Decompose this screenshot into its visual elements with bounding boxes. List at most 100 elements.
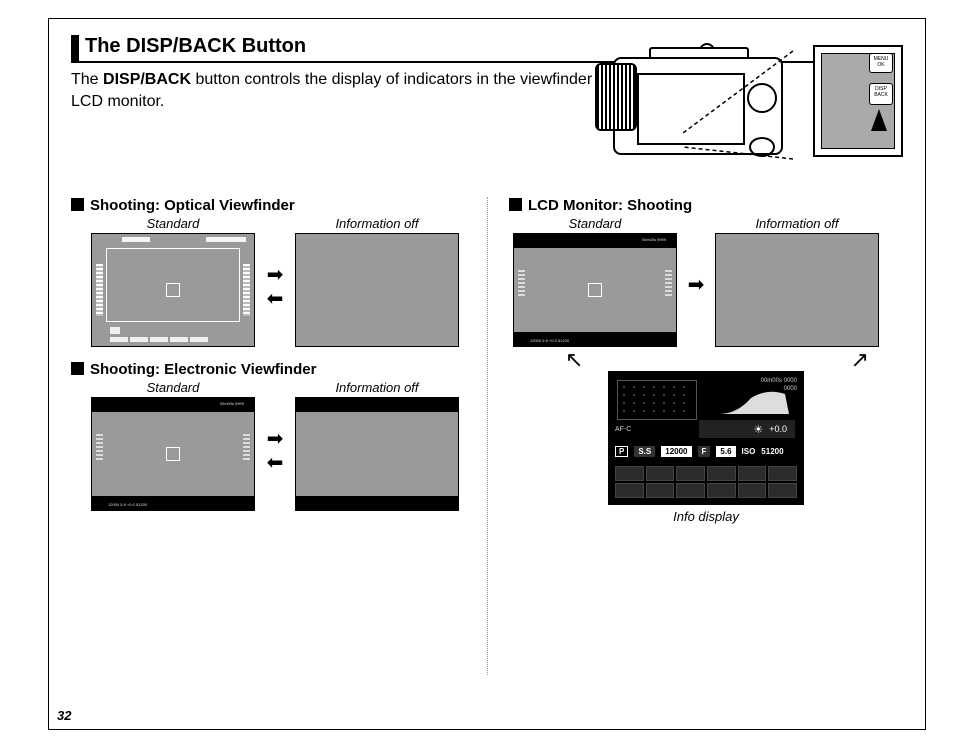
left-column: Shooting: Optical Viewfinder Standard [71,197,487,695]
ovf-arrows: ➡ ⬅ [255,216,295,308]
lcd-title-text: LCD Monitor: Shooting [528,197,692,214]
evf-off-bottom-bar [296,496,458,510]
bullet-square-icon [71,198,84,211]
lcd-infodisplay-wrap: 00m00s 0000 0000 AF-C ☀ +0.0 [608,371,804,524]
intro-bold: DISP/BACK [103,71,191,88]
camera-dial [747,83,777,113]
ovf-standard-thumb [91,233,255,347]
iso-value: 51200 [761,447,783,456]
lcd-arrow-right: ➡ [677,216,715,297]
camera-illustration: MENU OK DISP BACK [613,45,903,170]
evf-infooff-wrap: Information off [295,380,459,511]
lcd-standard-wrap: Standard 00m00s 9999 12000 5.6 +0.0 5120… [513,216,677,347]
ovf-standard-label: Standard [91,216,255,231]
arrow-up-right-icon: ↗ [851,349,869,371]
page-number: 32 [57,708,71,723]
lcd-left-scale [518,268,525,298]
evf-bot-text: 12000 5.6 +0.0 51200 [108,502,147,507]
evf-bottom-bar: 12000 5.6 +0.0 51200 [92,496,254,510]
camera-detail-callout: MENU OK DISP BACK [813,45,903,157]
right-column: LCD Monitor: Shooting Standard 00m00s 99… [487,197,903,695]
ovf-infooff-wrap: Information off [295,216,459,347]
info-top-icons: 00m00s 0000 0000 [701,378,797,418]
evf-top-bar: 00m00s 9999 [92,398,254,412]
heading-bold: DISP/BACK [126,35,236,57]
lcd-top-row: Standard 00m00s 9999 12000 5.6 +0.0 5120… [509,216,903,347]
disp-back-button-icon: DISP BACK [869,83,893,105]
intro-before: The [71,71,103,88]
iso-label: ISO [742,447,756,456]
ovf-top-indicators [122,237,246,244]
lcd-infooff-thumb [715,233,879,347]
evf-pair: Standard 00m00s 9999 12000 5.6 +0.0 5120… [71,380,487,511]
lcd-infooff-wrap: Information off [715,216,879,347]
lcd-right-scale [665,268,672,298]
ok-label: OK [877,62,884,68]
ev-value: +0.0 [769,424,787,434]
ovf-focus-point [166,283,180,297]
lcd-infooff-label: Information off [715,216,879,231]
ovf-corner-indicator [110,327,120,334]
page-inner: The DISP/BACK Button The DISP/BACK butto… [49,19,925,729]
arrow-left-icon: ⬅ [267,290,284,308]
page-frame: The DISP/BACK Button The DISP/BACK butto… [48,18,926,730]
ovf-title-text: Shooting: Optical Viewfinder [90,197,295,214]
back-label: BACK [874,92,888,98]
histogram-box [617,380,697,420]
lcd-cycle: ↖ ↗ [509,353,903,553]
af-mode-label: AF-C [615,426,631,433]
lcd-section-title: LCD Monitor: Shooting [509,197,903,214]
f-icon: F [698,446,711,457]
heading-prefix: The [85,35,126,57]
histogram-curve [717,390,791,416]
arrow-up-left-icon: ↖ [565,349,583,371]
evf-left-scale [96,432,103,462]
evf-top-text: 00m00s 9999 [220,401,244,406]
columns: Shooting: Optical Viewfinder Standard [71,197,903,695]
evf-standard-wrap: Standard 00m00s 9999 12000 5.6 +0.0 5120… [91,380,255,511]
ovf-bottom-indicators [110,335,236,343]
ev-row: ☀ +0.0 [699,420,795,438]
arrow-right-icon: ➡ [267,430,284,448]
mode-p-badge: P [615,446,628,457]
lcd-standard-label: Standard [513,216,677,231]
exposure-row: P S.S 12000 F 5.6 ISO 51200 [615,442,797,460]
f-value: 5.6 [716,446,735,457]
evf-section-title: Shooting: Electronic Viewfinder [71,361,487,378]
ss-icon: S.S [634,446,655,457]
grid-dots [618,381,696,419]
camera-lcd [637,73,745,145]
ovf-infooff-label: Information off [295,216,459,231]
camera-lens [595,63,637,131]
lcd-top-text: 00m00s 9999 [642,237,666,242]
camera-body [613,57,783,155]
lcd-infodisplay-label: Info display [608,509,804,524]
evf-arrows: ➡ ⬅ [255,380,295,472]
ovf-right-scale [243,264,250,316]
evf-right-scale [243,432,250,462]
camera-highlight-circle [749,137,775,157]
ovf-standard-wrap: Standard [91,216,255,347]
ovf-section-title: Shooting: Optical Viewfinder [71,197,487,214]
lcd-top-bar: 00m00s 9999 [514,234,676,248]
menu-ok-button-icon: MENU OK [869,53,893,73]
lcd-focus-point [588,283,602,297]
evf-focus-point [166,447,180,461]
evf-standard-label: Standard [91,380,255,395]
ovf-left-scale [96,264,103,316]
evf-standard-thumb: 00m00s 9999 12000 5.6 +0.0 51200 [91,397,255,511]
evf-off-top-bar [296,398,458,412]
heading-suffix: Button [236,35,306,57]
lcd-bot-text: 12000 5.6 +0.0 51200 [530,338,569,343]
up-arrow-icon [871,109,887,131]
evf-title-text: Shooting: Electronic Viewfinder [90,361,316,378]
intro-text: The DISP/BACK button controls the displa… [71,69,631,112]
bullet-square-icon [71,362,84,375]
arrow-right-icon: ➡ [267,266,284,284]
lcd-bottom-bar: 12000 5.6 +0.0 51200 [514,332,676,346]
arrow-right-icon: ➡ [688,274,705,296]
bullet-square-icon [509,198,522,211]
ovf-infooff-thumb [295,233,459,347]
ss-value: 12000 [661,446,691,457]
evf-infooff-label: Information off [295,380,459,395]
